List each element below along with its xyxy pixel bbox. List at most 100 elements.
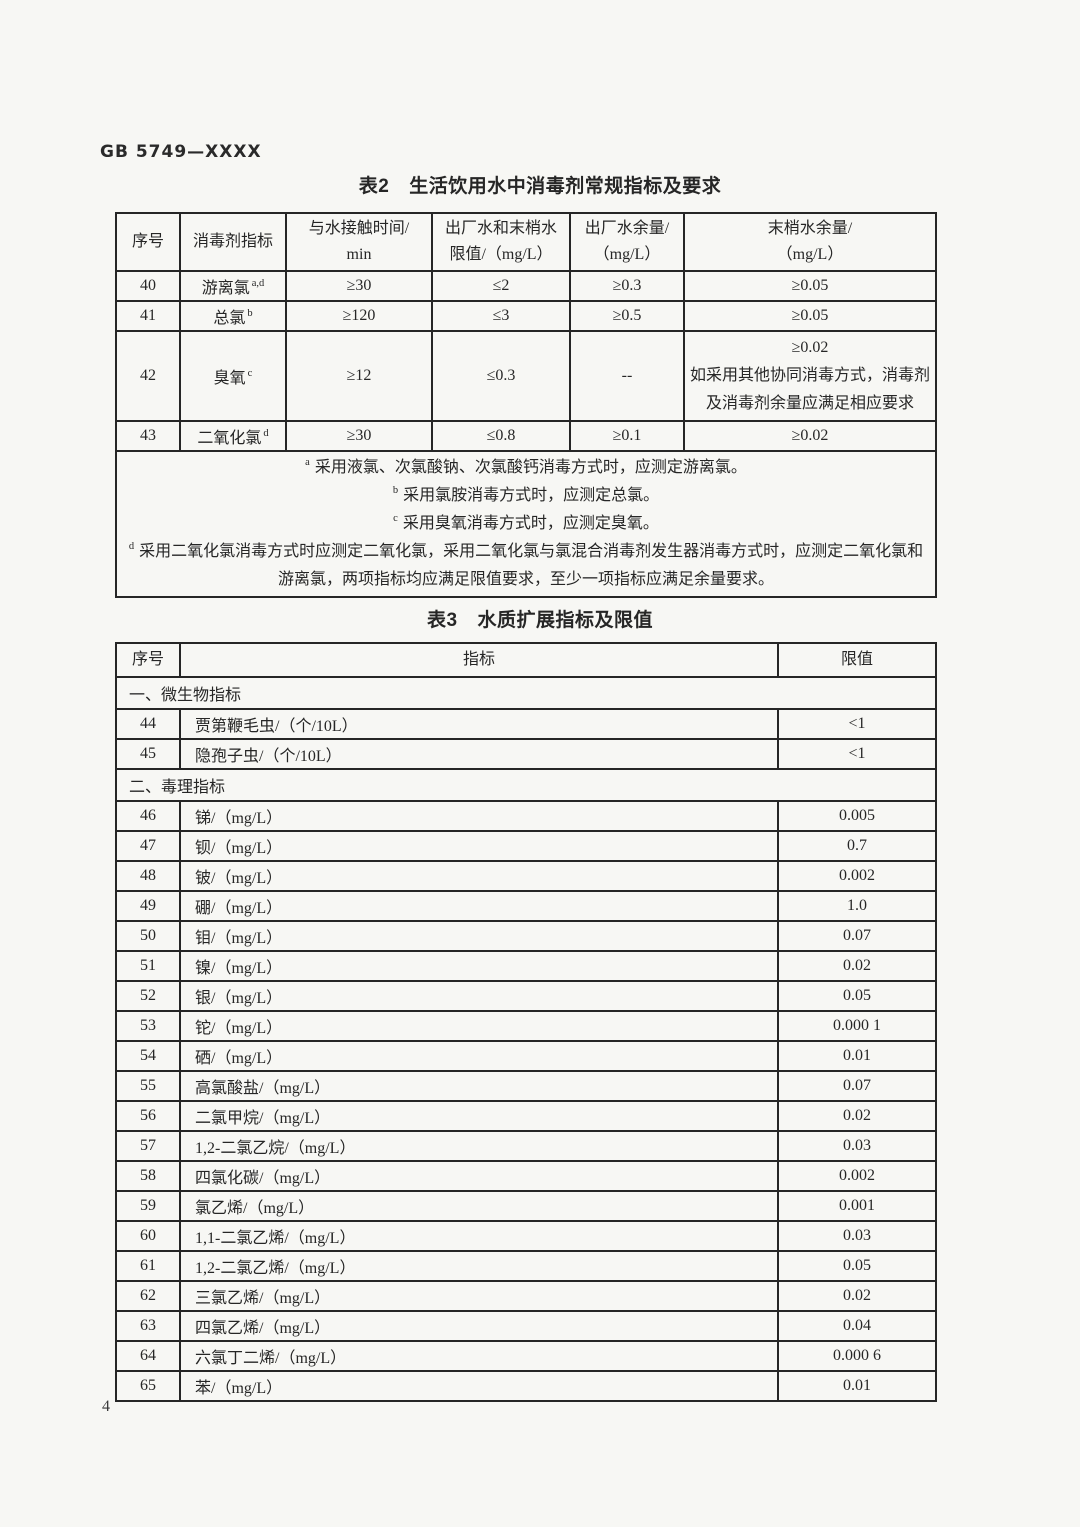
- table-row: 53 铊/（mg/L） 0.000 1: [115, 1010, 937, 1042]
- cell-tap-residual: ≥0.05: [683, 300, 937, 332]
- cell-indicator: 苯/（mg/L）: [179, 1370, 779, 1402]
- table-row: 62 三氯乙烯/（mg/L） 0.02: [115, 1280, 937, 1312]
- table-row: 60 1,1-二氯乙烯/（mg/L） 0.03: [115, 1220, 937, 1252]
- cell-no: 54: [115, 1040, 181, 1072]
- col-header-tap-residual: 末梢水余量/ （mg/L）: [683, 212, 937, 272]
- cell-no: 58: [115, 1160, 181, 1192]
- section-row-toxicological: 二、毒理指标: [115, 768, 937, 802]
- cell-limit: 0.02: [777, 1280, 937, 1312]
- table-row: 42 臭氧 c ≥12 ≤0.3 -- ≥0.02 如采用其他协同消毒方式，消毒剂…: [115, 330, 937, 422]
- footnote-marker: d: [128, 540, 135, 552]
- cell-tap-residual: ≥0.05: [683, 270, 937, 302]
- cell-no: 57: [115, 1130, 181, 1162]
- table-row: 43 二氧化氯 d ≥30 ≤0.8 ≥0.1 ≥0.02: [115, 420, 937, 452]
- cell-no: 65: [115, 1370, 181, 1402]
- cell-no: 43: [115, 420, 181, 452]
- table-row: 40 游离氯 a,d ≥30 ≤2 ≥0.3 ≥0.05: [115, 270, 937, 302]
- cell-indicator: 银/（mg/L）: [179, 980, 779, 1012]
- cell-no: 45: [115, 738, 181, 770]
- table-row: 48 铍/（mg/L） 0.002: [115, 860, 937, 892]
- footnote-c: c 采用臭氧消毒方式时，应测定臭氧。: [121, 510, 931, 538]
- cell-limit: 0.000 6: [777, 1340, 937, 1372]
- table2-label: 表2: [358, 176, 390, 197]
- table-row: 63 四氯乙烯/（mg/L） 0.04: [115, 1310, 937, 1342]
- cell-no: 56: [115, 1100, 181, 1132]
- cell-indicator: 1,2-二氯乙烯/（mg/L）: [179, 1250, 779, 1282]
- footnote-marker: c: [393, 512, 398, 524]
- indicator-name: 总氯: [213, 310, 246, 327]
- cell-no: 63: [115, 1310, 181, 1342]
- table2-footnotes-row: a 采用液氯、次氯酸钠、次氯酸钙消毒方式时，应测定游离氯。 b 采用氯胺消毒方式时，…: [115, 450, 937, 598]
- table3-label: 表3: [426, 610, 458, 631]
- cell-indicator: 贾第鞭毛虫/（个/10L）: [179, 708, 779, 740]
- cell-contact-time: ≥30: [285, 420, 433, 452]
- table-row: 57 1,2-二氯乙烷/（mg/L） 0.03: [115, 1130, 937, 1162]
- cell-indicator: 三氯乙烯/（mg/L）: [179, 1280, 779, 1312]
- cell-limit: 0.000 1: [777, 1010, 937, 1042]
- footnote-marker: b: [247, 307, 253, 319]
- cell-limit: 0.01: [777, 1040, 937, 1072]
- table-row: 52 银/（mg/L） 0.05: [115, 980, 937, 1012]
- table-row: 65 苯/（mg/L） 0.01: [115, 1370, 937, 1402]
- cell-contact-time: ≥120: [285, 300, 433, 332]
- footnote-marker: d: [263, 427, 269, 439]
- section-label: 一、微生物指标: [115, 676, 937, 710]
- cell-indicator: 四氯乙烯/（mg/L）: [179, 1310, 779, 1342]
- cell-no: 52: [115, 980, 181, 1012]
- page-number: 4: [102, 1398, 110, 1415]
- cell-limit: 0.05: [777, 980, 937, 1012]
- cell-no: 46: [115, 800, 181, 832]
- col-header-contact-time: 与水接触时间/ min: [285, 212, 433, 272]
- table-row: 55 高氯酸盐/（mg/L） 0.07: [115, 1070, 937, 1102]
- table-row: 41 总氯 b ≥120 ≤3 ≥0.5 ≥0.05: [115, 300, 937, 332]
- indicator-name: 游离氯: [201, 280, 250, 297]
- table-row: 61 1,2-二氯乙烯/（mg/L） 0.05: [115, 1250, 937, 1282]
- cell-indicator: 总氯 b: [179, 300, 287, 332]
- cell-no: 64: [115, 1340, 181, 1372]
- footnote-marker: c: [247, 367, 253, 379]
- cell-no: 60: [115, 1220, 181, 1252]
- cell-no: 49: [115, 890, 181, 922]
- cell-limit: 0.002: [777, 860, 937, 892]
- cell-no: 59: [115, 1190, 181, 1222]
- cell-indicator: 二氧化氯 d: [179, 420, 287, 452]
- cell-no: 51: [115, 950, 181, 982]
- cell-limit: 0.7: [777, 830, 937, 862]
- cell-indicator: 氯乙烯/（mg/L）: [179, 1190, 779, 1222]
- cell-limit: <1: [777, 738, 937, 770]
- cell-indicator: 锑/（mg/L）: [179, 800, 779, 832]
- table3-header-row: 序号 指标 限值: [115, 642, 937, 678]
- cell-limit: 0.03: [777, 1130, 937, 1162]
- cell-no: 62: [115, 1280, 181, 1312]
- table3-title-text: 水质扩展指标及限值: [477, 610, 654, 631]
- footnotes-cell: a 采用液氯、次氯酸钠、次氯酸钙消毒方式时，应测定游离氯。 b 采用氯胺消毒方式时，…: [115, 450, 937, 598]
- cell-no: 41: [115, 300, 181, 332]
- cell-no: 53: [115, 1010, 181, 1042]
- table-row: 44 贾第鞭毛虫/（个/10L） <1: [115, 708, 937, 740]
- cell-indicator: 游离氯 a,d: [179, 270, 287, 302]
- table-row: 56 二氯甲烷/（mg/L） 0.02: [115, 1100, 937, 1132]
- table-row: 47 钡/（mg/L） 0.7: [115, 830, 937, 862]
- col-header-indicator: 指标: [179, 642, 779, 678]
- cell-limit: ≤2: [431, 270, 571, 302]
- table-row: 51 镍/（mg/L） 0.02: [115, 950, 937, 982]
- table2-disinfectant-indicators: 序号 消毒剂指标 与水接触时间/ min 出厂水和末梢水 限值/（mg/L） 出…: [115, 212, 937, 598]
- cell-limit: ≤0.3: [431, 330, 571, 422]
- footnote-d: d 采用二氧化氯消毒方式时应测定二氧化氯，采用二氧化氯与氯混合消毒剂发生器消毒方式…: [121, 538, 931, 594]
- cell-indicator: 1,1-二氯乙烯/（mg/L）: [179, 1220, 779, 1252]
- cell-contact-time: ≥12: [285, 330, 433, 422]
- cell-indicator: 铊/（mg/L）: [179, 1010, 779, 1042]
- cell-limit: 0.01: [777, 1370, 937, 1402]
- cell-factory-residual: ≥0.3: [569, 270, 685, 302]
- table-row: 45 隐孢子虫/（个/10L） <1: [115, 738, 937, 770]
- cell-no: 50: [115, 920, 181, 952]
- cell-indicator: 臭氧 c: [179, 330, 287, 422]
- col-header-limit: 出厂水和末梢水 限值/（mg/L）: [431, 212, 571, 272]
- cell-indicator: 硒/（mg/L）: [179, 1040, 779, 1072]
- footnote-text: 采用臭氧消毒方式时，应测定臭氧。: [402, 515, 659, 532]
- cell-limit: 0.07: [777, 920, 937, 952]
- table2-title-text: 生活饮用水中消毒剂常规指标及要求: [409, 176, 722, 197]
- table3-extended-indicators: 序号 指标 限值 一、微生物指标 44 贾第鞭毛虫/（个/10L） <1 45 …: [115, 642, 937, 1402]
- table2-header-row: 序号 消毒剂指标 与水接触时间/ min 出厂水和末梢水 限值/（mg/L） 出…: [115, 212, 937, 272]
- col-header-indicator: 消毒剂指标: [179, 212, 287, 272]
